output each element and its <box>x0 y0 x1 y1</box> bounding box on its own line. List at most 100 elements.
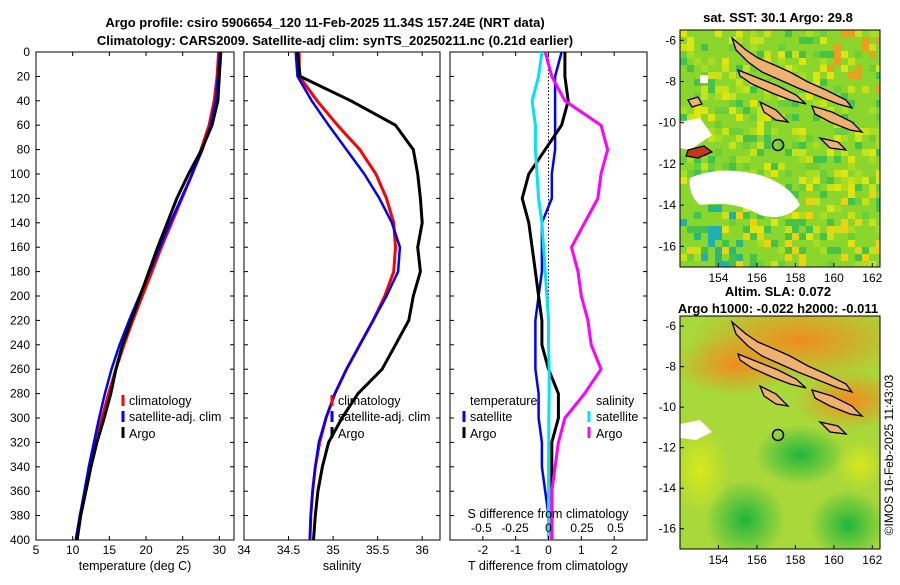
sst-pixel-cell <box>862 177 869 184</box>
temperature-x-tick-label: 20 <box>139 543 153 557</box>
sst-pixel-cell <box>827 247 834 254</box>
sst-pixel-cell <box>785 65 792 72</box>
sst-pixel-cell <box>855 135 862 142</box>
sst-pixel-cell <box>722 86 729 93</box>
sst-pixel-cell <box>834 44 841 51</box>
sst-pixel-cell <box>827 205 834 212</box>
sst-pixel-cell <box>841 198 848 205</box>
sst-pixel-cell <box>687 58 694 65</box>
sst-pixel-cell <box>834 163 841 170</box>
sst-pixel-cell <box>750 128 757 135</box>
sst-pixel-cell <box>813 163 820 170</box>
sst-pixel-cell <box>799 233 806 240</box>
depth-tick-label: 380 <box>10 509 30 523</box>
sst-pixel-cell <box>869 226 876 233</box>
sst-pixel-cell <box>778 142 785 149</box>
sst-pixel-cell <box>701 142 708 149</box>
sst-pixel-cell <box>736 121 743 128</box>
sst-pixel-cell <box>855 65 862 72</box>
sst-pixel-cell <box>813 226 820 233</box>
sst-pixel-cell <box>729 128 736 135</box>
map-y-tick-label: -6 <box>665 33 676 47</box>
map-y-tick-label: -12 <box>659 157 677 171</box>
sst-pixel-cell <box>785 184 792 191</box>
sst-pixel-cell <box>736 128 743 135</box>
sla-map-frame <box>679 315 881 550</box>
sst-pixel-cell <box>694 156 701 163</box>
sst-pixel-cell <box>687 51 694 58</box>
sst-pixel-cell <box>876 177 880 184</box>
depth-tick-label: 60 <box>17 118 31 132</box>
sst-pixel-cell <box>722 93 729 100</box>
sst-pixel-cell <box>715 156 722 163</box>
sst-pixel-cell <box>708 226 715 233</box>
sst-pixel-cell <box>743 142 750 149</box>
sst-pixel-cell <box>827 261 834 267</box>
sst-pixel-cell <box>799 254 806 261</box>
sst-pixel-cell <box>834 156 841 163</box>
sst-pixel-cell <box>694 163 701 170</box>
sst-pixel-cell <box>715 205 722 212</box>
temperature-x-tick-label: 5 <box>33 543 40 557</box>
sst-pixel-cell <box>701 247 708 254</box>
map-y-tick-label: -8 <box>665 360 676 374</box>
sst-argo-location-marker <box>771 138 785 152</box>
sst-pixel-cell <box>855 156 862 163</box>
sst-pixel-cell <box>813 72 820 79</box>
map-x-tick-label: 162 <box>862 271 882 285</box>
salinity-x-tick-label: 36 <box>416 543 430 557</box>
sst-pixel-cell <box>736 79 743 86</box>
sst-pixel-cell <box>743 156 750 163</box>
sst-pixel-cell <box>694 79 701 86</box>
sst-pixel-cell <box>785 254 792 261</box>
s-difference-tick-label: 0.25 <box>570 521 594 535</box>
sst-pixel-cell <box>736 135 743 142</box>
depth-tick-label: 240 <box>10 338 30 352</box>
sst-pixel-cell <box>750 254 757 261</box>
sst-missing-data-region <box>689 170 800 218</box>
sst-pixel-cell <box>834 128 841 135</box>
sst-pixel-cell <box>708 128 715 135</box>
sst-pixel-cell <box>869 30 876 37</box>
sst-pixel-cell <box>701 65 708 72</box>
sst-pixel-cell <box>792 86 799 93</box>
sst-pixel-cell <box>862 247 869 254</box>
sst-pixel-cell <box>841 149 848 156</box>
depth-tick-label: 140 <box>10 216 30 230</box>
sst-pixel-cell <box>848 184 855 191</box>
sst-pixel-cell <box>813 170 820 177</box>
salinity-argo-line <box>296 51 424 541</box>
sst-pixel-cell <box>834 135 841 142</box>
sst-pixel-cell <box>694 114 701 121</box>
sst-pixel-cell <box>799 261 806 267</box>
map-x-tick-label: 158 <box>785 553 805 567</box>
sst-pixel-cell <box>694 212 701 219</box>
sst-pixel-cell <box>869 135 876 142</box>
difference-legend: temperature satellite Argo salinity sate… <box>462 394 638 441</box>
depth-tick-label: 0 <box>23 45 30 59</box>
map-x-tick-label: 156 <box>747 271 767 285</box>
sst-pixel-cell <box>841 233 848 240</box>
sst-pixel-cell <box>799 226 806 233</box>
sst-pixel-cell <box>841 114 848 121</box>
sst-pixel-cell <box>869 156 876 163</box>
sst-pixel-cell <box>687 37 694 44</box>
sst-pixel-cell <box>848 240 855 247</box>
sst-pixel-cell <box>722 114 729 121</box>
sst-pixel-cell <box>841 184 848 191</box>
sst-pixel-cell <box>855 240 862 247</box>
sst-pixel-cell <box>799 93 806 100</box>
sst-pixel-cell <box>848 58 855 65</box>
sla-map-title-line1: Altim. SLA: 0.072 <box>725 284 831 299</box>
sst-pixel-cell <box>806 163 813 170</box>
sst-pixel-cell <box>869 149 876 156</box>
sst-pixel-cell <box>841 212 848 219</box>
sst-pixel-cell <box>743 107 750 114</box>
sst-pixel-cell <box>694 107 701 114</box>
sst-pixel-cell <box>792 247 799 254</box>
sst-pixel-cell <box>785 219 792 226</box>
sst-pixel-cell <box>694 226 701 233</box>
sst-pixel-cell <box>757 226 764 233</box>
sst-pixel-cell <box>722 247 729 254</box>
sst-pixel-cell <box>869 37 876 44</box>
